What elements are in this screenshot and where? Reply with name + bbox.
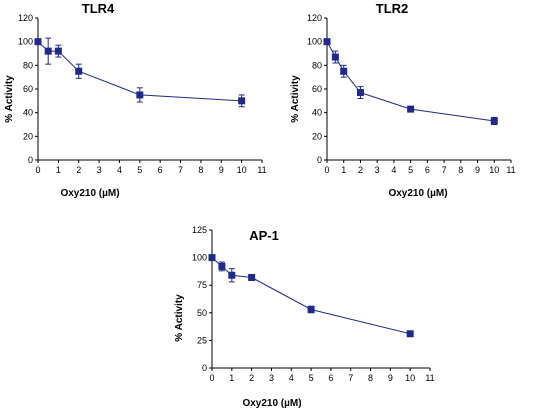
x-tick-label: 2: [76, 165, 81, 175]
y-tick-label: 100: [18, 37, 33, 47]
x-axis-title: Oxy210 (µM): [60, 188, 119, 199]
y-tick-label: 120: [18, 13, 33, 23]
y-tick-label: 20: [23, 131, 33, 141]
x-tick-label: 11: [257, 165, 266, 175]
x-tick-label: 1: [56, 165, 61, 175]
data-point: [490, 117, 498, 125]
data-point: [228, 271, 236, 279]
x-tick-label: 5: [408, 165, 413, 175]
data-point: [218, 262, 226, 270]
y-tick-label: 120: [307, 13, 322, 23]
x-tick-label: 4: [289, 373, 294, 383]
x-tick-label: 9: [475, 165, 480, 175]
y-tick-label: 50: [197, 308, 207, 318]
y-tick-label: 125: [192, 225, 207, 235]
x-tick-label: 7: [348, 373, 353, 383]
data-point: [307, 305, 315, 313]
x-tick-label: 1: [341, 165, 346, 175]
x-tick-label: 6: [328, 373, 333, 383]
data-point: [340, 67, 348, 75]
chart-panel-tlr4: TLR4 % Activity Oxy210 (µM) 020406080100…: [4, 1, 267, 199]
data-point: [136, 91, 144, 99]
y-axis-title: % Activity: [290, 75, 301, 123]
x-tick-label: 5: [137, 165, 142, 175]
x-tick-label: 3: [97, 165, 102, 175]
data-point: [34, 38, 42, 46]
data-point: [407, 105, 415, 113]
x-tick-label: 5: [309, 373, 314, 383]
chart-title: TLR4: [82, 1, 115, 16]
x-axis-title: Oxy210 (µM): [388, 188, 447, 199]
chart-title: AP-1: [249, 228, 279, 243]
x-tick-label: 6: [425, 165, 430, 175]
data-point: [356, 89, 364, 97]
data-point: [238, 97, 246, 105]
y-tick-label: 0: [317, 155, 322, 165]
x-tick-label: 11: [506, 165, 515, 175]
data-point: [406, 330, 414, 338]
x-tick-label: 1: [229, 373, 234, 383]
data-point: [44, 47, 52, 55]
x-tick-label: 7: [442, 165, 447, 175]
x-tick-label: 7: [178, 165, 183, 175]
y-axis-title: % Activity: [4, 75, 15, 123]
x-tick-label: 9: [388, 373, 393, 383]
series-line: [211, 257, 411, 335]
y-tick-label: 40: [312, 108, 322, 118]
y-tick-label: 40: [23, 108, 33, 118]
x-tick-label: 3: [269, 373, 274, 383]
x-tick-label: 0: [209, 373, 214, 383]
y-tick-label: 80: [23, 60, 33, 70]
x-tick-label: 11: [425, 373, 434, 383]
x-tick-label: 8: [198, 165, 203, 175]
y-tick-label: 100: [307, 37, 322, 47]
y-tick-label: 100: [192, 253, 207, 263]
data-point: [208, 254, 216, 262]
data-point: [323, 38, 331, 46]
data-point: [331, 53, 339, 61]
x-tick-label: 2: [358, 165, 363, 175]
y-tick-label: 60: [23, 84, 33, 94]
x-tick-label: 2: [249, 373, 254, 383]
x-axis-title: Oxy210 (µM): [242, 398, 301, 409]
x-tick-label: 4: [391, 165, 396, 175]
chart-title: TLR2: [376, 1, 409, 16]
y-axis-title: % Activity: [174, 294, 185, 342]
y-tick-label: 0: [202, 363, 207, 373]
chart-panel-ap1: AP-1 % Activity Oxy210 (µM) 025507510012…: [174, 225, 435, 409]
x-tick-label: 10: [237, 165, 247, 175]
x-tick-label: 8: [368, 373, 373, 383]
x-tick-label: 8: [458, 165, 463, 175]
x-tick-label: 4: [117, 165, 122, 175]
y-tick-label: 75: [197, 280, 207, 290]
y-tick-label: 60: [312, 84, 322, 94]
y-tick-label: 25: [197, 335, 207, 345]
x-tick-label: 10: [405, 373, 415, 383]
data-point: [75, 67, 83, 75]
x-tick-label: 9: [219, 165, 224, 175]
data-point: [248, 273, 256, 281]
x-tick-label: 3: [375, 165, 380, 175]
x-tick-label: 0: [324, 165, 329, 175]
y-tick-label: 0: [28, 155, 33, 165]
data-point: [54, 47, 62, 55]
x-tick-label: 0: [35, 165, 40, 175]
y-tick-label: 20: [312, 131, 322, 141]
x-tick-label: 6: [158, 165, 163, 175]
x-tick-label: 10: [489, 165, 499, 175]
chart-panel-tlr2: TLR2 % Activity Oxy210 (µM) 020406080100…: [290, 1, 516, 199]
y-tick-label: 80: [312, 60, 322, 70]
